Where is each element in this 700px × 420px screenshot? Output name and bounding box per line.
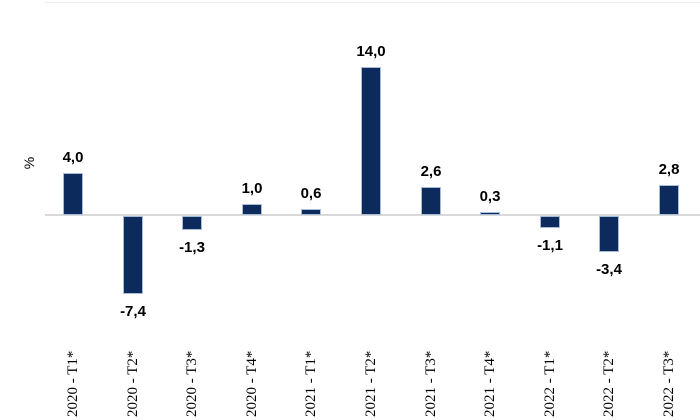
x-tick-label: 2022 - T1* [542, 350, 558, 417]
x-tick-label: 2022 - T3* [661, 350, 677, 417]
value-label: -3,4 [596, 261, 622, 278]
value-label: 14,0 [356, 43, 386, 60]
value-label: -1,1 [537, 237, 563, 254]
x-tick-label: 2022 - T2* [601, 350, 617, 417]
bar-2021-T2- [361, 67, 381, 215]
bar-2021-T1- [301, 209, 321, 215]
value-label: 0,3 [479, 188, 501, 205]
value-label: 0,6 [300, 185, 322, 202]
bar-2020-T1- [63, 173, 83, 215]
x-tick-label: 2021 - T1* [303, 350, 319, 417]
value-label: 4,0 [62, 149, 84, 166]
bar-2020-T4- [242, 204, 262, 215]
x-tick-label: 2021 - T4* [482, 350, 498, 417]
x-tick-label: 2020 - T3* [184, 350, 200, 417]
bar-2021-T4- [480, 212, 500, 215]
x-tick-label: 2021 - T2* [363, 350, 379, 417]
bar-2021-T3- [421, 187, 441, 215]
bar-2020-T2- [123, 216, 143, 294]
y-axis-label: % [21, 156, 37, 170]
x-tick-label: 2020 - T2* [125, 350, 141, 417]
value-label: 2,6 [420, 163, 442, 180]
value-label: 1,0 [241, 180, 263, 197]
bar-2022-T2- [599, 216, 619, 252]
value-label: 2,8 [658, 161, 680, 178]
value-label: -7,4 [120, 303, 146, 320]
chart-top-border [45, 2, 700, 3]
x-tick-label: 2020 - T4* [244, 350, 260, 417]
bar-2022-T3- [659, 185, 679, 215]
bar-2022-T1- [540, 216, 560, 228]
x-tick-label: 2020 - T1* [65, 350, 81, 417]
bar-2020-T3- [182, 216, 202, 230]
value-label: -1,3 [179, 239, 205, 256]
x-tick-label: 2021 - T3* [423, 350, 439, 417]
x-axis-zero-line [45, 214, 700, 216]
